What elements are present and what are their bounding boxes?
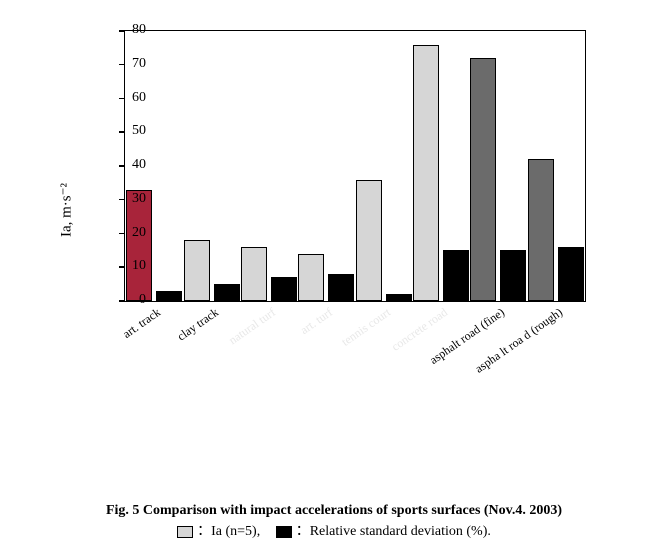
x-category-label: natural turf xyxy=(172,305,279,386)
y-tick xyxy=(119,233,124,235)
x-category-label: aspha lt roa d (rough) xyxy=(458,305,565,386)
y-tick xyxy=(119,266,124,268)
bar-rsd xyxy=(156,291,182,301)
bar-rsd xyxy=(443,250,469,301)
y-tick xyxy=(119,131,124,133)
bar-ia xyxy=(356,180,382,302)
bar-ia xyxy=(298,254,324,301)
bar-rsd xyxy=(271,277,297,301)
bar-rsd xyxy=(500,250,526,301)
bar-rsd xyxy=(558,247,584,301)
plot-area xyxy=(124,30,586,302)
bar-rsd xyxy=(328,274,354,301)
x-category-label: tennis court xyxy=(286,305,393,386)
caption-line1: Fig. 5 Comparison with impact accelerati… xyxy=(20,500,648,521)
chart-container: Ia, m·s⁻² 01020304050607080 art. trackcl… xyxy=(54,20,614,400)
x-category-label: art. turf xyxy=(229,305,336,386)
y-tick xyxy=(119,165,124,167)
y-tick xyxy=(119,30,124,32)
x-category-label: clay track xyxy=(114,305,221,386)
y-tick xyxy=(119,300,124,302)
bar-ia xyxy=(184,240,210,301)
x-category-label: art. track xyxy=(57,305,164,386)
figure-caption: Fig. 5 Comparison with impact accelerati… xyxy=(20,500,648,545)
bar-ia xyxy=(241,247,267,301)
y-tick xyxy=(119,199,124,201)
bars-layer xyxy=(125,31,585,301)
y-tick xyxy=(119,64,124,66)
bar-rsd xyxy=(386,294,412,301)
bar-ia xyxy=(413,45,439,302)
caption-legend: ：Ia (n=5), ：Relative standard deviation … xyxy=(20,521,648,545)
bar-rsd xyxy=(214,284,240,301)
x-category-label: concrete road xyxy=(344,305,451,386)
y-axis-label: Ia, m·s⁻² xyxy=(57,183,76,237)
bar-ia xyxy=(528,159,554,301)
y-tick xyxy=(119,98,124,100)
x-category-label: asphalt road (fine) xyxy=(401,305,508,386)
bar-ia xyxy=(470,58,496,301)
